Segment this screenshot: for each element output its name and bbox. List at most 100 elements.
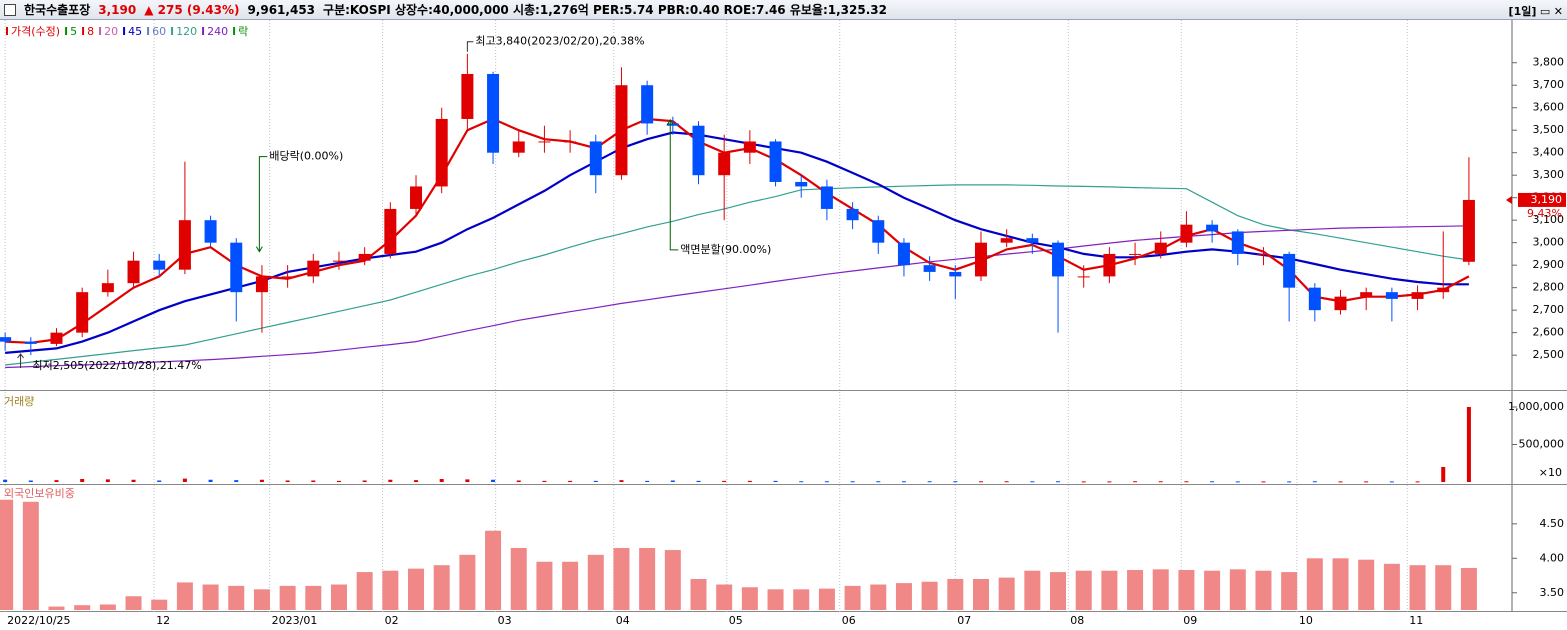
bar bbox=[1235, 481, 1240, 483]
candle-body bbox=[589, 141, 602, 176]
bar bbox=[99, 604, 116, 610]
x-tick-label: 12 bbox=[156, 614, 170, 627]
legend-swatch bbox=[171, 27, 174, 35]
x-tick-label: 04 bbox=[616, 614, 630, 627]
info: 구분:KOSPI 상장수:40,000,000 시총:1,276억 PER:5.… bbox=[323, 3, 887, 17]
y-tick-label: 4.00 bbox=[1540, 551, 1565, 564]
x-tick-label: 11 bbox=[1409, 614, 1423, 627]
background bbox=[0, 20, 1567, 630]
period[interactable]: [1일] bbox=[1508, 5, 1537, 18]
bar bbox=[722, 480, 727, 482]
bar bbox=[741, 587, 758, 610]
bar bbox=[1435, 565, 1452, 610]
bar bbox=[876, 481, 881, 483]
x-tick-label: 02 bbox=[385, 614, 399, 627]
candle-body bbox=[769, 141, 782, 182]
candle-body bbox=[615, 85, 628, 176]
y-tick-label: 2,500 bbox=[1533, 348, 1565, 361]
candle-body bbox=[1052, 242, 1065, 277]
bar bbox=[1229, 569, 1246, 610]
bar bbox=[1383, 563, 1400, 610]
bar bbox=[491, 479, 496, 482]
bar bbox=[80, 479, 85, 482]
change-label: 9.43% bbox=[1527, 207, 1562, 220]
candle-body bbox=[281, 276, 294, 278]
bar bbox=[716, 584, 733, 610]
y-tick-label: 2,700 bbox=[1533, 303, 1565, 316]
annotation-arrow bbox=[466, 41, 474, 52]
bar bbox=[1332, 558, 1349, 610]
candle-body bbox=[178, 220, 191, 270]
candle-body bbox=[410, 186, 423, 209]
candle-body bbox=[846, 208, 859, 221]
checkbox[interactable] bbox=[4, 3, 16, 16]
bar bbox=[844, 585, 861, 610]
candle-body bbox=[50, 332, 63, 344]
annotation-arrow bbox=[255, 156, 268, 253]
bar bbox=[1133, 481, 1138, 483]
annotation: 최고3,840(2023/02/20),20.38% bbox=[475, 35, 644, 48]
candle-body bbox=[1385, 292, 1398, 299]
bar bbox=[510, 547, 527, 610]
candle-body bbox=[743, 141, 756, 153]
y-tick-label: 3,000 bbox=[1533, 236, 1565, 249]
bar bbox=[1466, 407, 1471, 482]
candle-body bbox=[101, 283, 114, 293]
bar bbox=[48, 606, 65, 610]
candle-body bbox=[1360, 292, 1373, 297]
candle-body bbox=[1000, 238, 1013, 243]
legend-label: 가격(수정) bbox=[11, 25, 60, 38]
candle-body bbox=[1103, 253, 1116, 277]
legend-label: 120 bbox=[176, 25, 197, 38]
bar bbox=[978, 481, 983, 483]
bar bbox=[1287, 481, 1292, 483]
legend-label: 8 bbox=[87, 25, 94, 38]
candle-body bbox=[820, 186, 833, 209]
bar bbox=[131, 479, 136, 482]
bar bbox=[305, 585, 322, 610]
bar bbox=[1050, 572, 1067, 610]
candle-body bbox=[1334, 296, 1347, 311]
y-tick-label: 500,000 bbox=[1519, 438, 1565, 451]
candle-body bbox=[1206, 224, 1219, 232]
y-tick-label: 3,100 bbox=[1533, 213, 1565, 226]
bar bbox=[639, 547, 656, 610]
bar bbox=[414, 480, 419, 482]
candle-body bbox=[230, 242, 243, 293]
bar bbox=[536, 561, 553, 610]
bar bbox=[870, 584, 887, 610]
candle-body bbox=[24, 341, 37, 344]
bar bbox=[54, 480, 59, 482]
bar bbox=[947, 578, 964, 610]
bar bbox=[125, 596, 142, 610]
bar bbox=[1101, 570, 1118, 610]
panel-title: 거래량 bbox=[4, 395, 34, 408]
candle-body bbox=[1411, 292, 1424, 299]
bar bbox=[0, 499, 14, 610]
candle-body bbox=[127, 260, 140, 284]
candle-body bbox=[76, 292, 89, 333]
bar bbox=[1389, 481, 1394, 483]
bar bbox=[285, 480, 290, 482]
price-badge bbox=[1518, 192, 1566, 207]
bar bbox=[670, 480, 675, 482]
legend-swatch bbox=[123, 27, 126, 35]
bar bbox=[1184, 481, 1189, 483]
header-bar: 한국수출포장 3,190 ▲ 275 (9.43%) 9,961,453 구분:… bbox=[0, 0, 1567, 20]
candle-body bbox=[358, 253, 371, 261]
candle-body bbox=[692, 125, 705, 176]
candle-body bbox=[461, 73, 474, 119]
bar bbox=[972, 578, 989, 610]
candle-body bbox=[641, 85, 654, 124]
legend-label: 5 bbox=[70, 25, 77, 38]
bar bbox=[1338, 481, 1343, 483]
y-tick-label: 3,700 bbox=[1533, 78, 1565, 91]
bar bbox=[895, 583, 912, 610]
bar bbox=[619, 480, 624, 482]
bar bbox=[1415, 481, 1420, 483]
bar bbox=[330, 584, 347, 610]
price-badge-label: 3,190 bbox=[1531, 193, 1563, 206]
x-tick-label: 2022/10/25 bbox=[7, 614, 70, 627]
bar bbox=[1024, 570, 1041, 610]
candle-body bbox=[923, 265, 936, 272]
